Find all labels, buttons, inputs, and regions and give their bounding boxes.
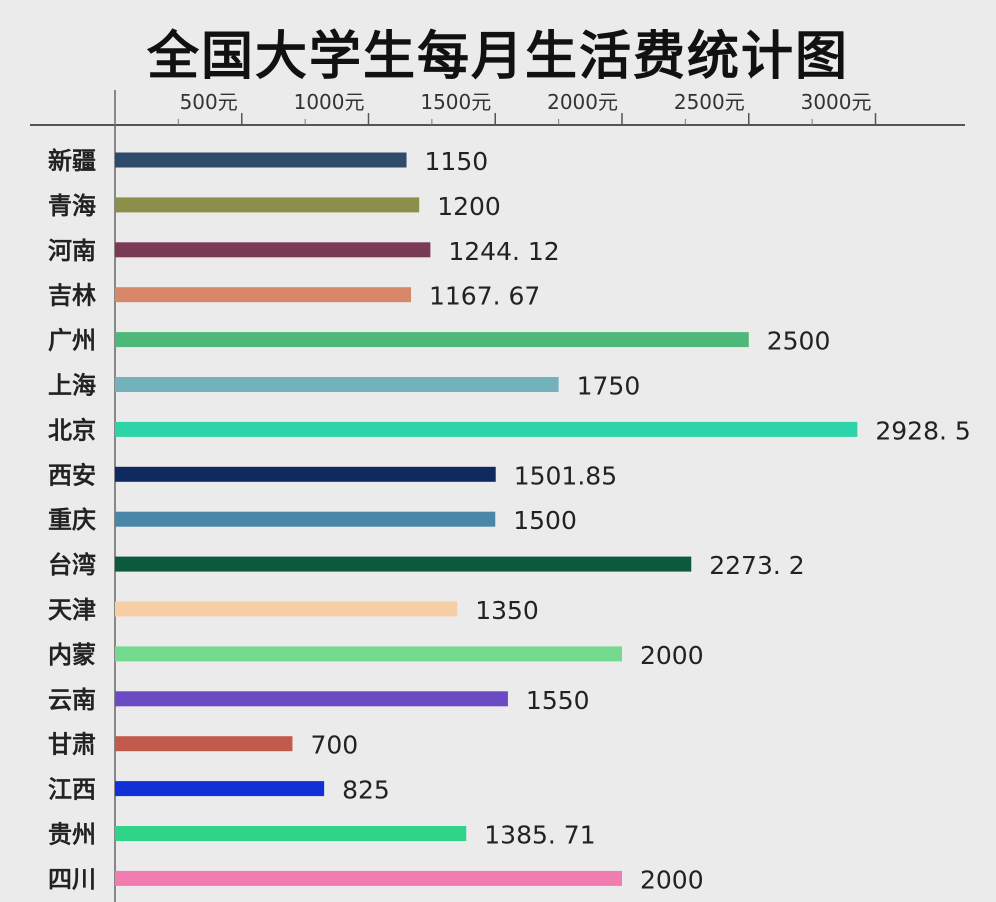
value-label: 1500 (513, 506, 577, 535)
category-label: 台湾 (48, 551, 96, 579)
value-label: 1150 (425, 147, 489, 176)
value-label: 2000 (640, 641, 704, 670)
bar (115, 197, 420, 213)
bar (115, 691, 508, 707)
bar (115, 466, 496, 482)
category-label: 河南 (48, 237, 96, 265)
bar (115, 421, 858, 437)
category-label: 广州 (48, 327, 96, 355)
value-label: 1550 (526, 686, 590, 715)
category-label: 西安 (48, 461, 96, 489)
value-label: 2500 (767, 327, 831, 356)
value-label: 2273. 2 (709, 551, 804, 580)
category-label: 上海 (48, 372, 96, 400)
category-label: 吉林 (48, 282, 96, 310)
bar (115, 152, 407, 168)
category-label: 新疆 (48, 147, 96, 175)
value-label: 1167. 67 (429, 282, 540, 311)
bar (115, 242, 431, 258)
value-label: 1385. 71 (484, 821, 595, 850)
bar (115, 781, 325, 797)
bar (115, 601, 458, 617)
category-label: 贵州 (48, 821, 96, 849)
x-tick-label: 1500元 (420, 90, 491, 114)
category-label: 天津 (48, 596, 96, 624)
value-label: 1350 (475, 596, 539, 625)
category-label: 青海 (48, 192, 96, 220)
value-label: 2000 (640, 865, 704, 894)
category-label: 云南 (48, 686, 96, 714)
category-label: 甘肃 (48, 731, 96, 759)
chart-title: 全国大学生每月生活费统计图 (146, 27, 849, 87)
bar (115, 826, 467, 841)
x-tick-label: 2000元 (547, 90, 618, 114)
value-label: 1501.85 (514, 461, 617, 490)
category-label: 江西 (48, 776, 96, 804)
x-tick-label: 1000元 (294, 90, 365, 114)
value-label: 1244. 12 (448, 237, 559, 266)
bar (115, 377, 559, 392)
x-tick-label: 2500元 (674, 90, 745, 114)
bar (115, 287, 412, 303)
bar (115, 556, 692, 572)
x-tick-label: 3000元 (801, 90, 872, 114)
value-label: 825 (342, 776, 390, 805)
bar (115, 511, 496, 527)
value-label: 1200 (437, 192, 501, 221)
category-label: 北京 (48, 416, 96, 444)
x-tick-label: 500元 (180, 90, 238, 114)
bar (115, 332, 749, 348)
category-label: 内蒙 (48, 641, 96, 669)
bar (115, 736, 293, 752)
bar (115, 646, 622, 662)
bar (115, 870, 622, 886)
category-label: 四川 (48, 865, 96, 893)
value-label: 1750 (577, 372, 641, 401)
value-label: 2928. 5 (875, 416, 970, 445)
value-label: 700 (310, 731, 358, 760)
category-label: 重庆 (48, 506, 96, 534)
